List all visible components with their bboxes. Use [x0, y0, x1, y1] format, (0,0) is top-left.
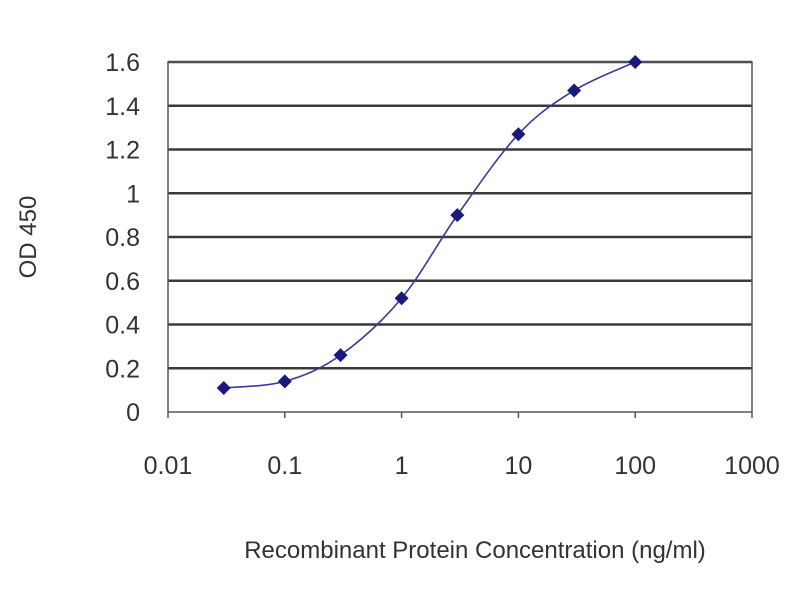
x-tick-labels: 0.01 0.1 1 10 100 1000 [144, 452, 780, 480]
x-tick-label: 0.01 [144, 452, 193, 480]
x-tick-label: 100 [614, 452, 656, 480]
y-tick-label: 0.2 [105, 355, 140, 383]
y-tick-label: 0 [126, 399, 140, 427]
data-point [277, 374, 292, 389]
data-point [216, 380, 231, 395]
x-tick-marks [167, 412, 753, 418]
y-tick-label: 1.4 [105, 93, 140, 121]
gridlines [168, 60, 752, 370]
y-tick-label: 1.6 [105, 49, 140, 77]
x-axis-title: Recombinant Protein Concentration (ng/ml… [244, 537, 706, 564]
data-point [394, 291, 409, 306]
y-tick-label: 0.8 [105, 224, 140, 252]
x-tick-label: 10 [504, 452, 532, 480]
data-point [333, 348, 348, 363]
x-tick-label: 0.1 [267, 452, 302, 480]
series-markers [216, 55, 643, 395]
series-line [223, 61, 636, 389]
y-tick-label: 0.6 [105, 268, 140, 296]
y-axis-title: OD 450 [15, 196, 42, 279]
x-tick-label: 1000 [724, 452, 780, 480]
data-point [450, 208, 465, 223]
x-tick-label: 1 [395, 452, 409, 480]
data-point [567, 83, 582, 98]
y-tick-label: 1 [126, 180, 140, 208]
plot-area-border [167, 61, 753, 413]
data-point [511, 127, 526, 142]
y-tick-label: 0.4 [105, 312, 140, 340]
data-point [628, 55, 643, 69]
y-tick-label: 1.2 [105, 137, 140, 165]
y-tick-labels: 0 0.2 0.4 0.6 0.8 1 1.2 1.4 1.6 [105, 49, 140, 427]
